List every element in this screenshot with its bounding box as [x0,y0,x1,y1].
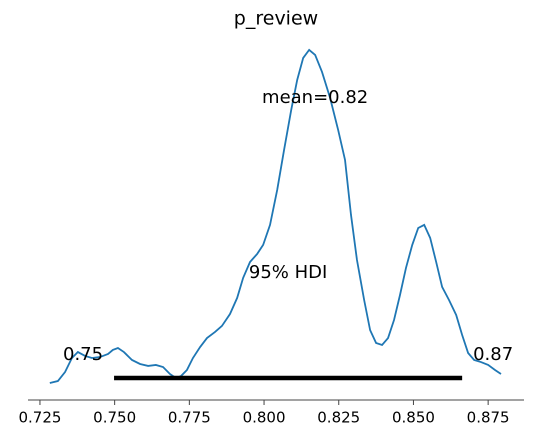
x-tick-label: 0.775 [168,409,211,427]
mean-label: mean=0.82 [262,87,368,108]
density-line [49,48,502,384]
hdi-value-label: 0.87 [473,344,513,365]
x-tick-label: 0.825 [317,409,360,427]
hdi-value-label: 0.75 [63,344,103,365]
x-tick-label: 0.750 [93,409,136,427]
x-tick-label: 0.725 [18,409,61,427]
x-tick-label: 0.875 [467,409,510,427]
x-tick-label: 0.800 [243,409,286,427]
chart-title: p_review [234,8,318,30]
x-tick-label: 0.850 [392,409,435,427]
hdi-label: 95% HDI [249,262,327,283]
